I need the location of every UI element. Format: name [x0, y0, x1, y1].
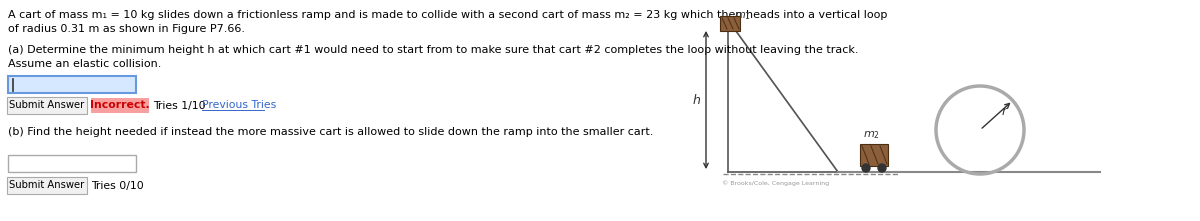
FancyBboxPatch shape [7, 97, 88, 114]
FancyBboxPatch shape [7, 177, 88, 194]
Text: Assume an elastic collision.: Assume an elastic collision. [8, 59, 161, 69]
Polygon shape [728, 20, 838, 172]
Text: r: r [1002, 105, 1007, 118]
Text: h: h [692, 93, 700, 107]
Text: © Brooks/Cole, Cengage Learning: © Brooks/Cole, Cengage Learning [722, 180, 829, 186]
Text: $m_1$: $m_1$ [734, 10, 751, 22]
FancyBboxPatch shape [8, 155, 136, 172]
FancyBboxPatch shape [91, 98, 149, 113]
Text: Submit Answer: Submit Answer [10, 101, 85, 110]
Text: Previous Tries: Previous Tries [202, 101, 276, 110]
Text: Tries 0/10: Tries 0/10 [91, 181, 144, 191]
FancyBboxPatch shape [8, 76, 136, 93]
FancyBboxPatch shape [860, 144, 888, 166]
Text: Tries 1/10: Tries 1/10 [154, 101, 205, 110]
Circle shape [878, 164, 886, 172]
Text: of radius 0.31 m as shown in Figure P7.66.: of radius 0.31 m as shown in Figure P7.6… [8, 24, 245, 34]
Text: Incorrect.: Incorrect. [90, 101, 150, 110]
Text: $m_2$: $m_2$ [863, 129, 880, 141]
Text: (b) Find the height needed if instead the more massive cart is allowed to slide : (b) Find the height needed if instead th… [8, 127, 653, 137]
Text: Submit Answer: Submit Answer [10, 181, 85, 191]
Text: (a) Determine the minimum height h at which cart #1 would need to start from to : (a) Determine the minimum height h at wh… [8, 45, 858, 55]
FancyBboxPatch shape [720, 16, 740, 31]
Circle shape [862, 164, 870, 172]
Text: A cart of mass m₁ = 10 kg slides down a frictionless ramp and is made to collide: A cart of mass m₁ = 10 kg slides down a … [8, 10, 887, 20]
